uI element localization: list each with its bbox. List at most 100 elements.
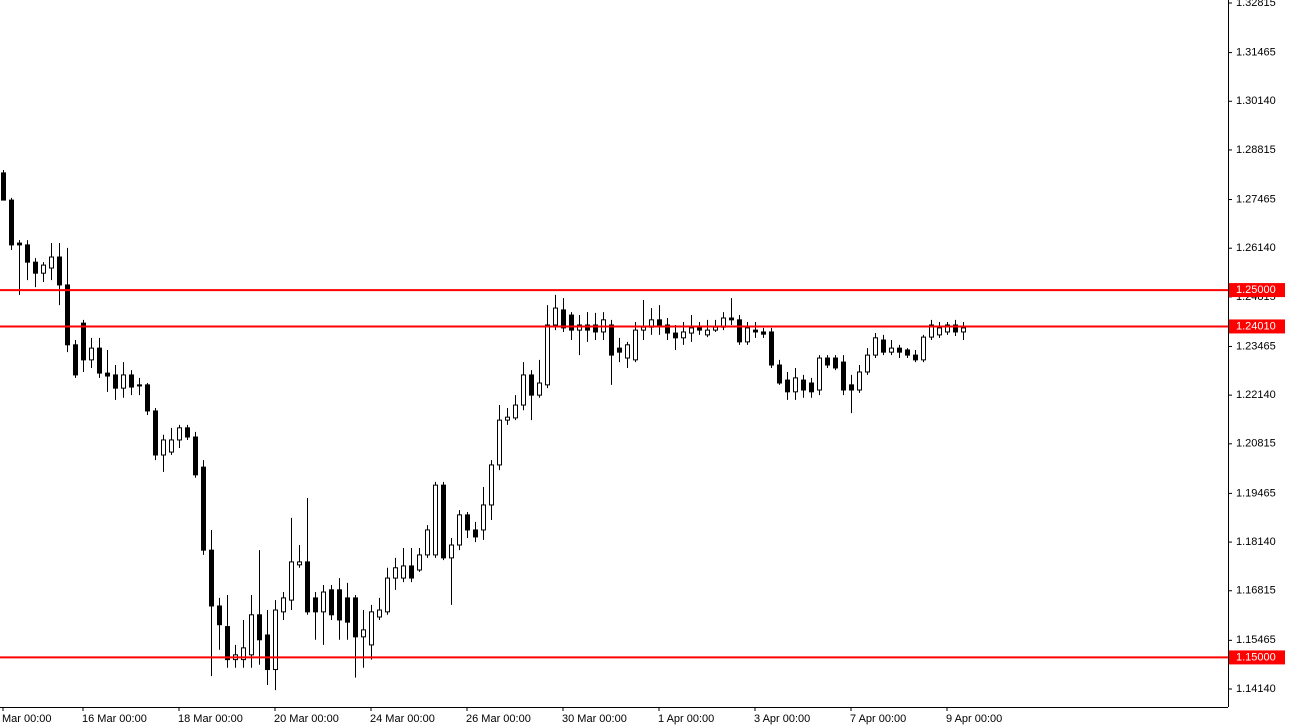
- candle-body: [625, 344, 630, 359]
- candle-body: [857, 371, 862, 391]
- candle-body: [121, 374, 126, 389]
- candle-body: [137, 384, 142, 387]
- candle-body: [41, 264, 46, 274]
- y-tick-label: 1.28815: [1236, 144, 1276, 156]
- candle-body: [457, 514, 462, 546]
- candle-body: [257, 614, 262, 641]
- candle-body: [849, 384, 854, 391]
- candle-body: [841, 361, 846, 391]
- candle-body: [185, 427, 190, 438]
- candle-body: [473, 529, 478, 538]
- candle-body: [833, 357, 838, 369]
- candle-body: [593, 324, 598, 333]
- candle-body: [25, 244, 30, 263]
- candle-body: [377, 609, 382, 618]
- x-tick-label: 20 Mar 00:00: [274, 713, 339, 725]
- level-label-box: [1229, 650, 1285, 665]
- candle-body: [193, 436, 198, 476]
- candle-body: [929, 324, 934, 338]
- candle-body: [329, 589, 334, 616]
- candle-body: [489, 464, 494, 506]
- candle-body: [425, 529, 430, 556]
- candle-body: [793, 377, 798, 393]
- candle-body: [305, 561, 310, 613]
- y-tick-label: 1.26140: [1236, 242, 1276, 254]
- candle-body: [393, 567, 398, 579]
- candle-body: [569, 314, 574, 331]
- y-tick-label: 1.16815: [1236, 585, 1276, 597]
- x-tick-label: 24 Mar 00:00: [370, 713, 435, 725]
- candle-body: [1, 172, 6, 201]
- candle-body: [481, 504, 486, 531]
- candle-body: [945, 324, 950, 333]
- y-tick-label: 1.14140: [1236, 683, 1276, 695]
- candle-body: [561, 309, 566, 329]
- candle-body: [385, 577, 390, 613]
- candle-body: [689, 327, 694, 334]
- candle-body: [617, 347, 622, 353]
- level-label-box: [1229, 283, 1285, 298]
- candle-body: [281, 597, 286, 613]
- candle-body: [769, 331, 774, 366]
- candle-body: [97, 347, 102, 374]
- candle-body: [633, 329, 638, 361]
- candle-body: [449, 544, 454, 559]
- y-tick-label: 1.18140: [1236, 536, 1276, 548]
- candle-body: [345, 597, 350, 623]
- candle-body: [921, 336, 926, 361]
- candle-body: [297, 561, 302, 566]
- x-tick-label: 18 Mar 00:00: [178, 713, 243, 725]
- candle-body: [641, 326, 646, 331]
- candle-body: [273, 609, 278, 671]
- candle-body: [745, 327, 750, 343]
- candle-body: [953, 324, 958, 333]
- candle-body: [369, 611, 374, 646]
- candle-body: [217, 605, 222, 626]
- candle-body: [169, 439, 174, 453]
- y-tick-label: 1.19465: [1236, 487, 1276, 499]
- candle-body: [33, 261, 38, 274]
- y-tick-label: 1.20815: [1236, 438, 1276, 450]
- y-tick-label: 1.30140: [1236, 95, 1276, 107]
- candle-body: [249, 614, 254, 656]
- x-tick-label: 30 Mar 00:00: [562, 713, 627, 725]
- candle-body: [665, 324, 670, 334]
- x-tick-label: Mar 00:00: [2, 713, 52, 725]
- candle-body: [577, 324, 582, 331]
- candle-body: [433, 484, 438, 556]
- candle-body: [825, 357, 830, 366]
- level-label: 1.24010: [1236, 320, 1276, 332]
- candle-body: [129, 374, 134, 388]
- candle-body: [17, 242, 22, 246]
- candle-body: [673, 332, 678, 339]
- candle-body: [81, 322, 86, 361]
- x-tick-label: 9 Apr 00:00: [946, 713, 1002, 725]
- candle-body: [465, 514, 470, 531]
- candle-body: [289, 561, 294, 601]
- candle-body: [889, 347, 894, 353]
- candle-body: [73, 344, 78, 376]
- candle-body: [865, 354, 870, 373]
- candle-body: [753, 329, 758, 333]
- candle-body: [89, 347, 94, 361]
- candle-body: [705, 329, 710, 336]
- candle-body: [585, 324, 590, 331]
- y-tick-label: 1.23465: [1236, 340, 1276, 352]
- x-tick-label: 1 Apr 00:00: [658, 713, 714, 725]
- candle-body: [321, 591, 326, 613]
- candle-body: [681, 331, 686, 339]
- level-label: 1.15000: [1236, 651, 1276, 663]
- x-tick-label: 3 Apr 00:00: [754, 713, 810, 725]
- y-tick-label: 1.31465: [1236, 47, 1276, 59]
- candle-body: [401, 565, 406, 579]
- candle-body: [905, 349, 910, 356]
- candle-body: [49, 256, 54, 269]
- candle-body: [873, 337, 878, 356]
- candle-body: [537, 382, 542, 396]
- candle-body: [609, 324, 614, 356]
- candle-body: [57, 256, 62, 286]
- candle-body: [553, 307, 558, 326]
- y-tick-label: 1.32815: [1236, 0, 1276, 9]
